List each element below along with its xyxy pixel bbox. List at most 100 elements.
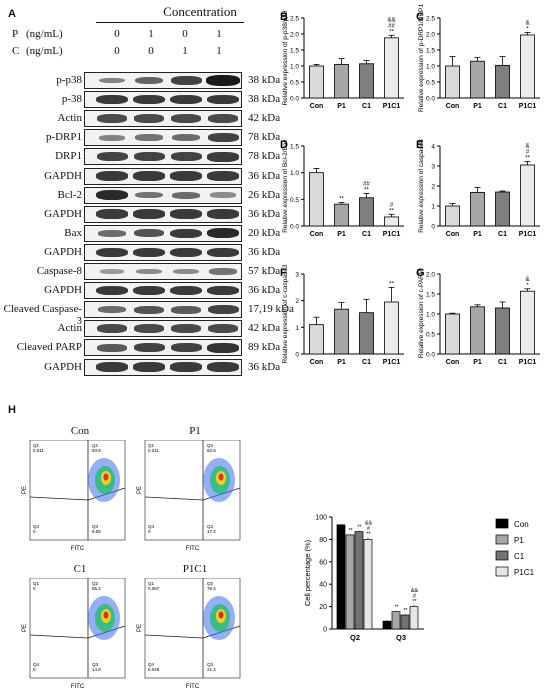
blot-image xyxy=(84,148,242,166)
quadrant-hline xyxy=(29,496,89,501)
blot-band xyxy=(170,209,202,219)
blot-band xyxy=(133,152,165,162)
blot-image xyxy=(84,301,242,319)
panel-letter: E xyxy=(416,139,423,151)
blot-band xyxy=(170,247,202,258)
blot-size: 78 kDa xyxy=(248,131,281,144)
x-tick-label: Con xyxy=(446,103,460,110)
blot-band xyxy=(98,77,126,84)
blot-name: p-38 xyxy=(61,93,82,106)
flow-plot-title: C1 xyxy=(73,563,87,575)
blot-band xyxy=(133,247,165,258)
panel-letter: F xyxy=(280,267,287,279)
y-tick-label: 20 xyxy=(319,604,327,611)
blot-band xyxy=(206,228,240,239)
blot-band xyxy=(170,285,202,296)
blot-size: 89 kDa xyxy=(248,341,281,354)
blot-band xyxy=(207,94,239,105)
blot-image xyxy=(84,72,242,89)
blot-image xyxy=(84,339,242,357)
blot-band xyxy=(207,114,239,123)
significance-mark: ** xyxy=(389,281,394,287)
blot-name: p-p38 xyxy=(56,74,82,86)
condition-label: P xyxy=(12,28,19,40)
blot-band xyxy=(207,152,239,162)
blot-band xyxy=(171,305,201,314)
density-center xyxy=(103,611,109,619)
x-tick-label: C1 xyxy=(498,359,507,366)
quadrant-value: 14.8 xyxy=(92,667,101,672)
significance-mark: * xyxy=(526,26,529,32)
blot-size: 38 kDa xyxy=(248,93,281,106)
x-tick-label: P1C1 xyxy=(519,359,537,366)
blot-band xyxy=(96,247,128,258)
bar xyxy=(445,313,460,355)
bar xyxy=(470,306,485,355)
blot-name: Actin xyxy=(57,322,82,335)
blot-name: GAPDH xyxy=(44,245,82,258)
blot-size: 38 kDa xyxy=(248,74,281,86)
blot-image xyxy=(84,243,242,261)
y-tick-label: 1.5 xyxy=(290,144,299,151)
significance-mark: # xyxy=(390,202,394,208)
blot-name: GAPDH xyxy=(44,207,82,220)
y-tick-label: 100 xyxy=(315,515,327,522)
blot-band xyxy=(207,324,239,334)
blot-size: 17,19 kDa xyxy=(248,303,294,316)
blot-band xyxy=(96,285,128,296)
condition-value: 1 xyxy=(216,45,222,57)
x-tick-label: P1C1 xyxy=(383,103,401,110)
blot-size: 42 kDa xyxy=(248,112,281,125)
blot-size: 36 kDa xyxy=(248,360,281,373)
bar xyxy=(345,534,355,630)
legend-label: Con xyxy=(514,520,529,529)
blot-name: DRP1 xyxy=(55,150,82,163)
blot-band xyxy=(207,247,239,258)
blot-size: 36 kDa xyxy=(248,284,281,297)
blot-band xyxy=(172,134,200,142)
blot-band xyxy=(173,268,199,275)
quadrant-value: 85.2 xyxy=(92,586,101,591)
quadrant-value: 0.087 xyxy=(148,586,160,591)
quadrant-name: Q2 xyxy=(92,443,99,448)
quadrant-name: Q3 xyxy=(92,662,99,667)
x-axis-label: FITC xyxy=(186,546,200,552)
quadrant-value: 21.4 xyxy=(207,667,216,672)
blot-band xyxy=(209,268,237,275)
quadrant-value: 0.011 xyxy=(33,448,44,453)
x-tick-label: C1 xyxy=(498,231,507,238)
blot-band xyxy=(207,171,239,181)
x-tick-label: C1 xyxy=(362,359,371,366)
y-tick-label: 1.5 xyxy=(290,48,299,55)
blot-image xyxy=(84,110,242,128)
condition-label: C xyxy=(12,45,20,57)
blot-image xyxy=(84,224,242,242)
blot-size: 26 kDa xyxy=(248,188,281,201)
y-tick-label: 0 xyxy=(323,627,327,634)
significance-mark: # xyxy=(367,526,371,532)
y-tick-label: 0.5 xyxy=(290,197,299,204)
bar xyxy=(334,64,349,99)
significance-mark: # xyxy=(413,593,417,599)
blot-band xyxy=(133,285,165,296)
y-axis-label: PE xyxy=(22,624,28,632)
x-tick-label: Q3 xyxy=(396,633,406,642)
y-axis-label: PE xyxy=(22,486,28,494)
significance-mark: && xyxy=(411,588,419,594)
y-tick-label: 0.5 xyxy=(426,332,435,339)
significance-mark: ** xyxy=(403,608,408,614)
blot-name: Bax xyxy=(64,226,82,239)
bar xyxy=(309,172,324,227)
x-tick-label: P1 xyxy=(473,103,482,110)
bar xyxy=(495,191,510,227)
bar xyxy=(520,34,535,99)
x-tick-label: P1C1 xyxy=(519,231,537,238)
quadrant-value: 17.2 xyxy=(207,529,216,534)
x-tick-label: P1 xyxy=(473,359,482,366)
significance-mark: # xyxy=(526,149,530,155)
x-tick-label: P1C1 xyxy=(383,359,401,366)
bar xyxy=(359,63,374,99)
